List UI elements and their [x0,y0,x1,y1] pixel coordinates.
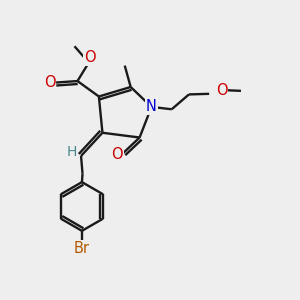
Text: N: N [146,99,157,114]
Text: Br: Br [74,241,90,256]
Text: O: O [111,147,122,162]
Text: O: O [84,50,96,65]
Text: O: O [44,75,56,90]
Text: O: O [216,83,227,98]
Text: H: H [66,146,77,159]
